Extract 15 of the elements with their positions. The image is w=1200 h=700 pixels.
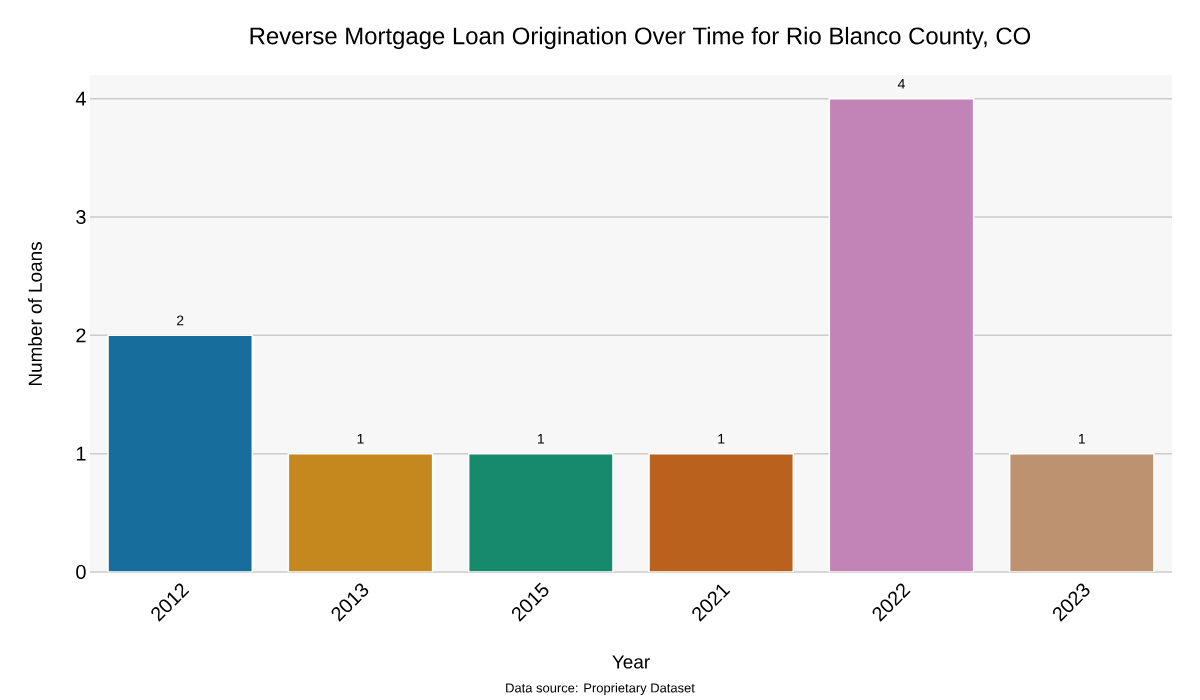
chart-title: Reverse Mortgage Loan Origination Over Time for Rio Blanco County, CO [250, 26, 1031, 50]
y-tick-label: 2 [76, 328, 86, 343]
y-tick-label: 4 [75, 91, 86, 106]
data-label: 4 [897, 79, 905, 89]
y-tick-label: 1 [76, 446, 86, 461]
y-axis-title: Number of Loans [28, 242, 42, 386]
y-tick-label: 3 [76, 209, 86, 225]
y-tick-label: 0 [76, 564, 86, 580]
data-label: 1 [357, 434, 364, 444]
source-note: Data source: Proprietary Dataset [506, 682, 695, 696]
data-label: 1 [718, 434, 725, 444]
data-label: 1 [1078, 434, 1085, 444]
x-axis-title: Year [612, 655, 650, 669]
data-label: 1 [538, 434, 545, 444]
data-label: 2 [176, 315, 184, 326]
